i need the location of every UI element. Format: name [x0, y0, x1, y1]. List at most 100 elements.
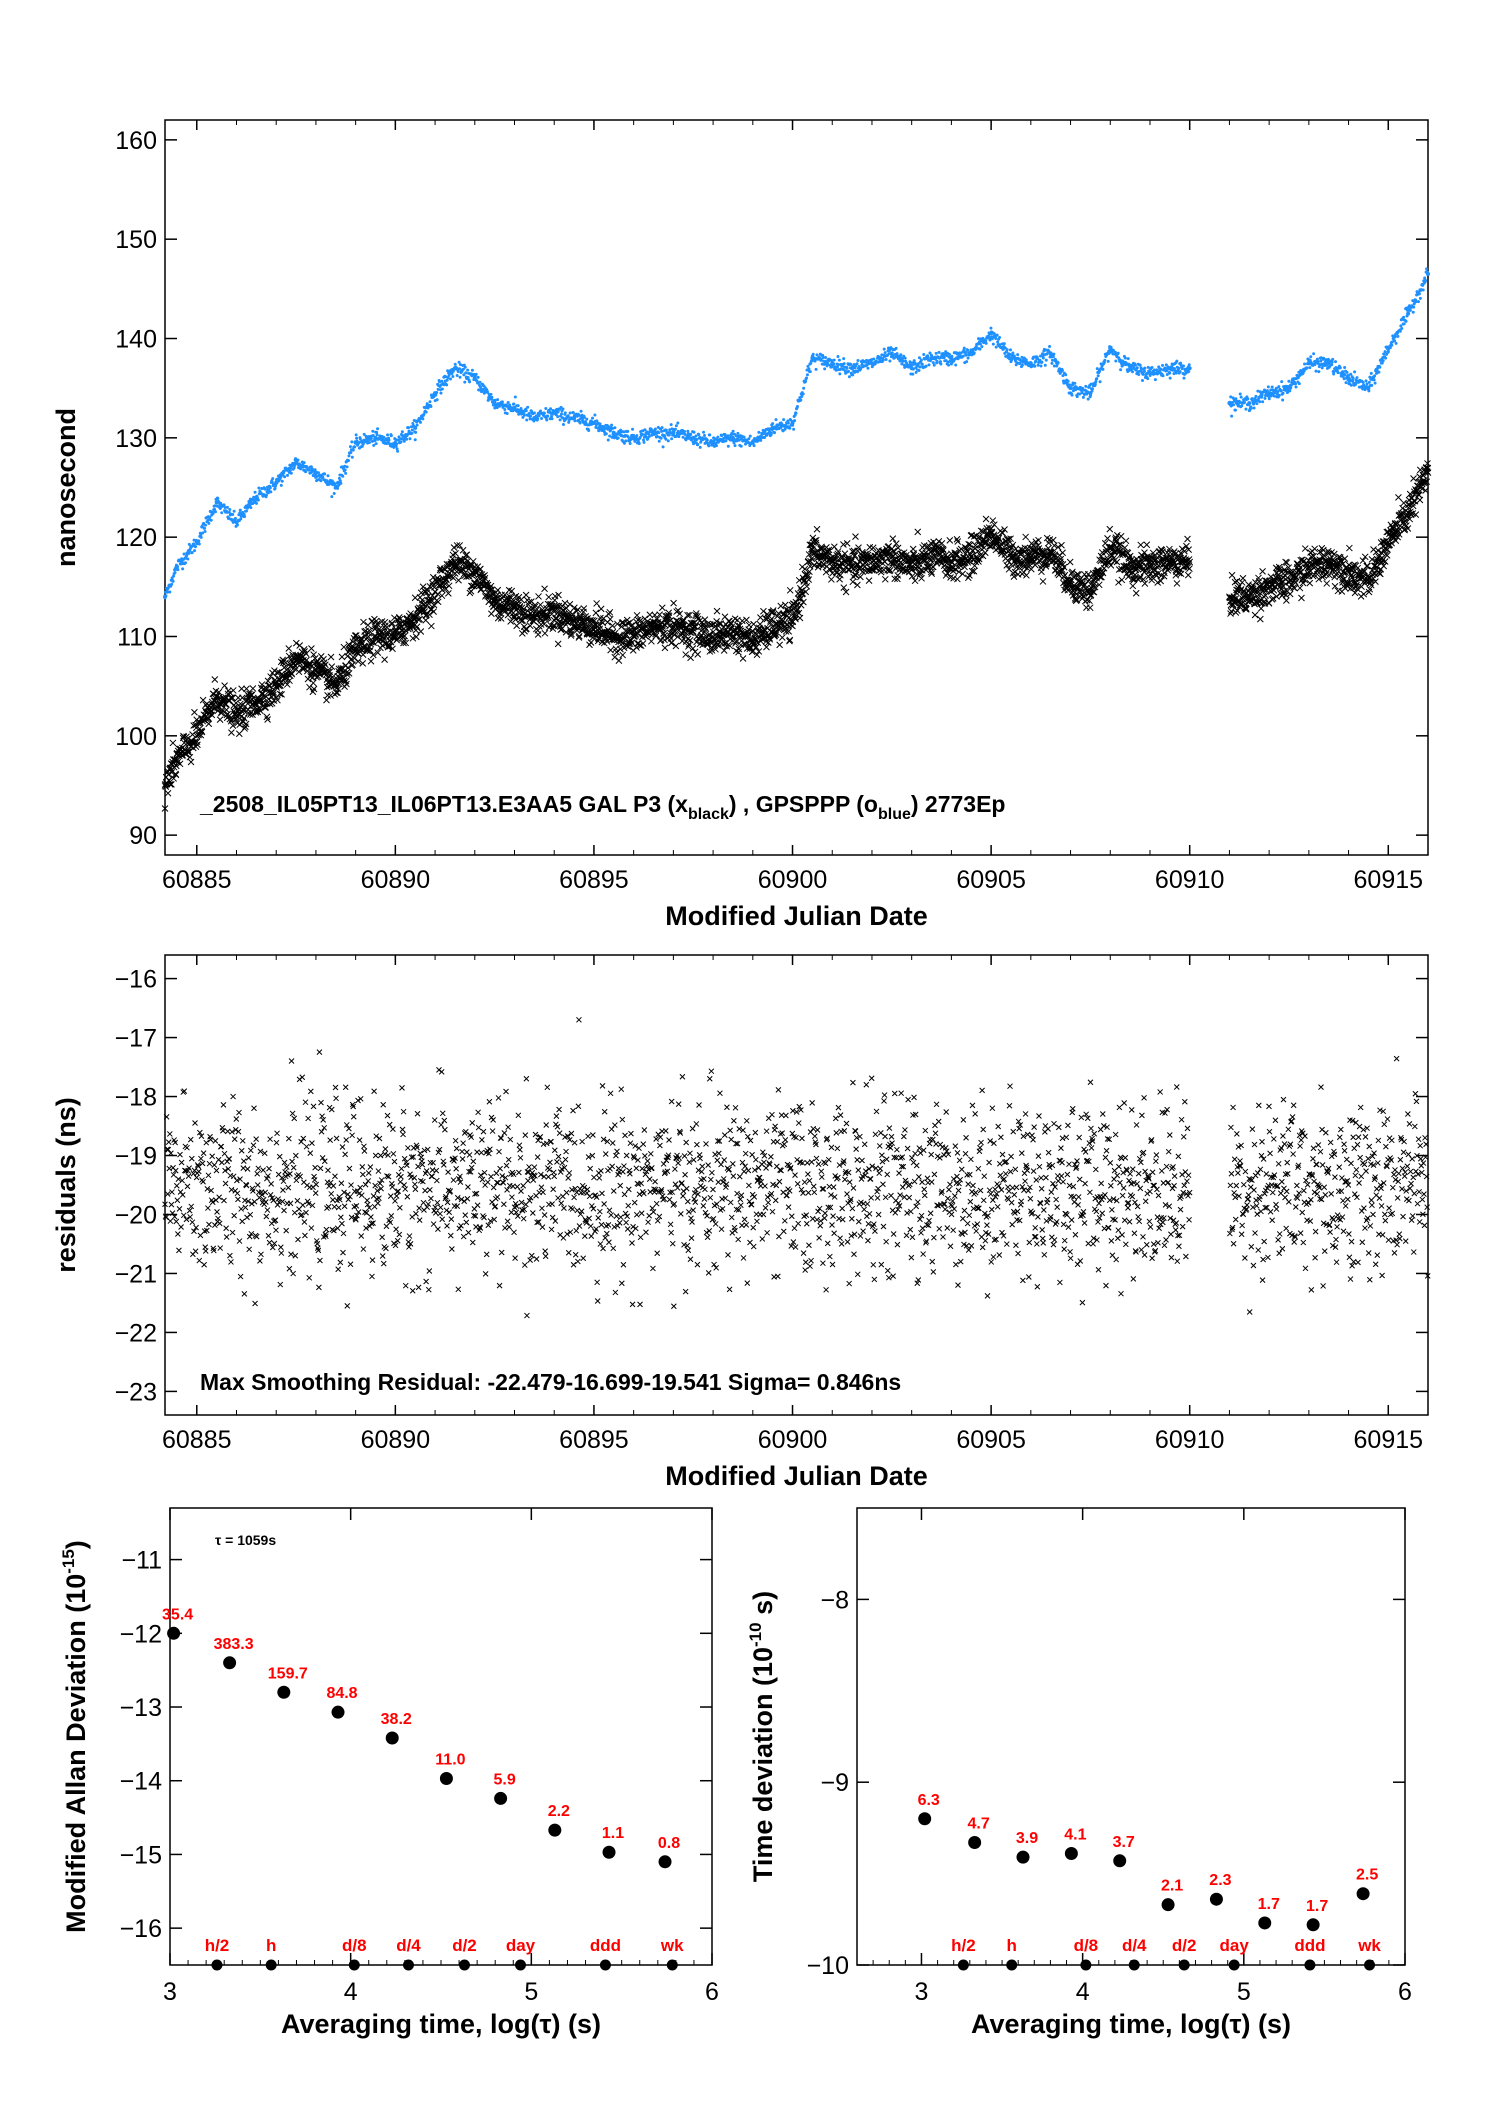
data-point — [1266, 385, 1270, 389]
data-point — [421, 417, 425, 421]
data-point — [806, 364, 810, 368]
data-point — [355, 436, 359, 440]
data-point — [182, 552, 186, 556]
data-point-x — [797, 601, 805, 609]
data-point — [791, 423, 795, 427]
data-point — [491, 403, 495, 407]
y-tick-label: 140 — [115, 326, 157, 354]
data-point — [664, 428, 668, 432]
data-point — [313, 468, 317, 472]
data-point — [408, 437, 412, 441]
data-point — [522, 413, 526, 417]
data-point — [288, 468, 292, 472]
y-tick-label: 90 — [129, 822, 157, 850]
data-point — [350, 440, 354, 444]
data-point-x — [914, 528, 922, 536]
data-point — [566, 414, 570, 418]
data-point-x — [428, 622, 435, 630]
data-point-x — [609, 622, 616, 630]
data-point — [1052, 352, 1056, 356]
data-point — [1048, 344, 1052, 348]
data-point — [847, 375, 851, 379]
data-point — [239, 517, 243, 521]
data-point — [1426, 272, 1430, 276]
data-point — [1033, 364, 1037, 368]
data-point-x — [593, 600, 600, 607]
data-point-x — [417, 628, 425, 635]
data-point — [1247, 402, 1251, 406]
data-point — [698, 435, 702, 439]
data-point — [1008, 348, 1012, 352]
data-point — [965, 360, 969, 364]
data-point — [759, 438, 763, 442]
data-point — [731, 429, 735, 433]
data-point-x — [739, 655, 747, 662]
data-point — [489, 392, 493, 396]
data-point — [1249, 406, 1253, 410]
data-point — [653, 427, 657, 431]
data-point — [611, 430, 615, 434]
data-point — [1153, 378, 1157, 382]
data-point — [655, 435, 659, 439]
data-point — [1270, 385, 1274, 389]
data-point — [846, 369, 850, 373]
data-point — [373, 439, 377, 443]
data-point — [1399, 324, 1403, 328]
data-point-x — [367, 657, 375, 665]
data-point — [273, 486, 277, 490]
data-point — [1131, 370, 1135, 374]
data-point — [255, 501, 259, 505]
data-point — [856, 358, 860, 362]
data-point — [763, 435, 767, 439]
data-point — [919, 358, 923, 362]
data-point-x — [187, 758, 195, 766]
x-axis-label: Modified Julian Date — [665, 901, 928, 931]
data-point — [400, 430, 404, 434]
data-point — [685, 434, 689, 438]
y-tick-label: 100 — [115, 723, 157, 751]
data-point — [197, 539, 201, 543]
data-point — [582, 415, 586, 419]
data-point — [660, 429, 664, 433]
data-point — [1089, 393, 1093, 397]
data-point — [1334, 360, 1338, 364]
data-point — [1086, 397, 1090, 401]
data-point — [413, 438, 417, 442]
data-point — [349, 450, 353, 454]
data-point — [988, 338, 992, 342]
data-point — [376, 427, 380, 431]
data-point — [972, 351, 976, 355]
data-point — [1050, 361, 1054, 365]
data-point — [1364, 379, 1368, 383]
data-point — [1314, 369, 1318, 373]
data-point — [917, 368, 921, 372]
data-point — [822, 359, 826, 363]
data-point — [219, 501, 223, 505]
data-point — [837, 358, 841, 362]
data-point — [176, 568, 180, 572]
data-point — [901, 359, 905, 363]
data-point — [1146, 377, 1150, 381]
data-point — [698, 445, 702, 449]
data-point — [183, 561, 187, 565]
data-point — [637, 442, 641, 446]
data-point — [984, 341, 988, 345]
data-point — [395, 442, 399, 446]
data-point — [608, 434, 612, 438]
data-point-x — [778, 634, 786, 641]
data-point — [742, 435, 746, 439]
data-point — [1404, 319, 1408, 323]
data-point — [1029, 361, 1033, 365]
data-point — [714, 441, 718, 445]
data-point-x — [345, 670, 353, 677]
data-point — [263, 487, 267, 491]
data-point — [203, 530, 207, 534]
data-point — [478, 380, 482, 384]
data-point — [666, 439, 670, 443]
data-point — [505, 412, 509, 416]
data-point-x — [776, 641, 783, 649]
data-point-x — [670, 599, 677, 607]
data-point — [350, 455, 354, 459]
data-point — [1393, 339, 1397, 343]
data-point — [410, 428, 414, 432]
